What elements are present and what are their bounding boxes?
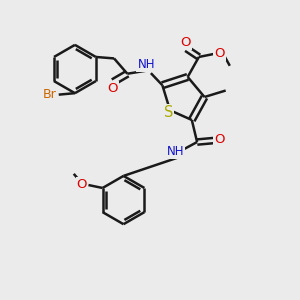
Text: O: O	[107, 82, 118, 95]
Text: NH: NH	[167, 145, 184, 158]
Text: O: O	[214, 47, 225, 60]
Text: NH: NH	[137, 58, 155, 71]
Text: O: O	[181, 36, 191, 49]
Text: O: O	[77, 178, 87, 191]
Text: Br: Br	[42, 88, 56, 101]
Text: S: S	[164, 105, 173, 120]
Text: O: O	[214, 134, 225, 146]
